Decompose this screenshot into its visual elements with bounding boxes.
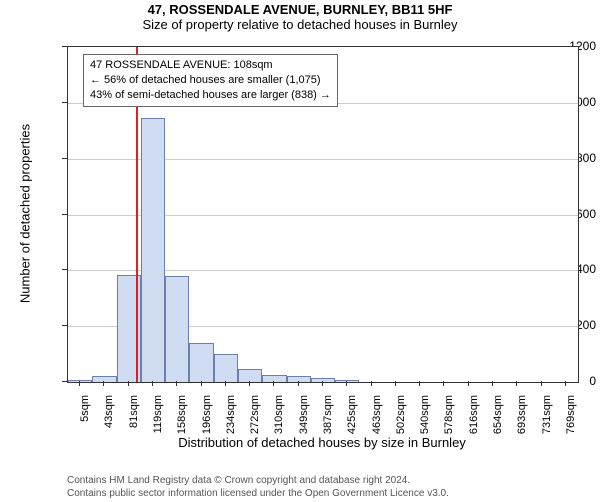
plot-area: 47 ROSSENDALE AVENUE: 108sqm ← 56% of de…	[67, 46, 579, 383]
x-tick-mark	[249, 381, 250, 386]
x-tick-mark	[322, 381, 323, 386]
x-tick-mark	[443, 381, 444, 386]
annotation-line-1: 47 ROSSENDALE AVENUE: 108sqm	[90, 58, 331, 73]
y-axis-label: Number of detached properties	[18, 113, 33, 313]
histogram-bar	[238, 369, 262, 382]
x-axis-label: Distribution of detached houses by size …	[67, 435, 577, 450]
annotation-line-2: ← 56% of detached houses are smaller (1,…	[90, 73, 331, 88]
data-source-caption: Contains HM Land Registry data © Crown c…	[67, 474, 449, 500]
x-tick-mark	[516, 381, 517, 386]
histogram-bar	[189, 343, 213, 382]
histogram-bar	[68, 380, 92, 382]
histogram-bar	[287, 376, 311, 382]
caption-line-1: Contains HM Land Registry data © Crown c…	[67, 474, 449, 487]
x-tick-mark	[225, 381, 226, 386]
x-tick-mark	[201, 381, 202, 386]
x-tick-mark	[346, 381, 347, 386]
caption-line-2: Contains public sector information licen…	[67, 487, 449, 500]
x-tick-mark	[371, 381, 372, 386]
annotation-box: 47 ROSSENDALE AVENUE: 108sqm ← 56% of de…	[83, 54, 338, 107]
x-tick-mark	[273, 381, 274, 386]
x-tick-mark	[128, 381, 129, 386]
histogram-bar	[165, 276, 189, 382]
x-tick-mark	[298, 381, 299, 386]
x-tick-mark	[541, 381, 542, 386]
x-tick-mark	[565, 381, 566, 386]
annotation-line-3: 43% of semi-detached houses are larger (…	[90, 88, 331, 103]
x-tick-mark	[176, 381, 177, 386]
histogram-bar	[141, 118, 165, 382]
x-tick-mark	[492, 381, 493, 386]
x-tick-mark	[103, 381, 104, 386]
histogram-bar	[262, 375, 286, 382]
x-tick-mark	[79, 381, 80, 386]
histogram-bar	[214, 354, 238, 382]
x-tick-mark	[468, 381, 469, 386]
chart-subtitle: Size of property relative to detached ho…	[0, 17, 600, 32]
x-tick-mark	[395, 381, 396, 386]
x-tick-mark	[152, 381, 153, 386]
histogram-bar	[335, 380, 359, 382]
chart-title: 47, ROSSENDALE AVENUE, BURNLEY, BB11 5HF	[0, 2, 600, 17]
x-tick-mark	[419, 381, 420, 386]
histogram-bar	[92, 376, 116, 382]
